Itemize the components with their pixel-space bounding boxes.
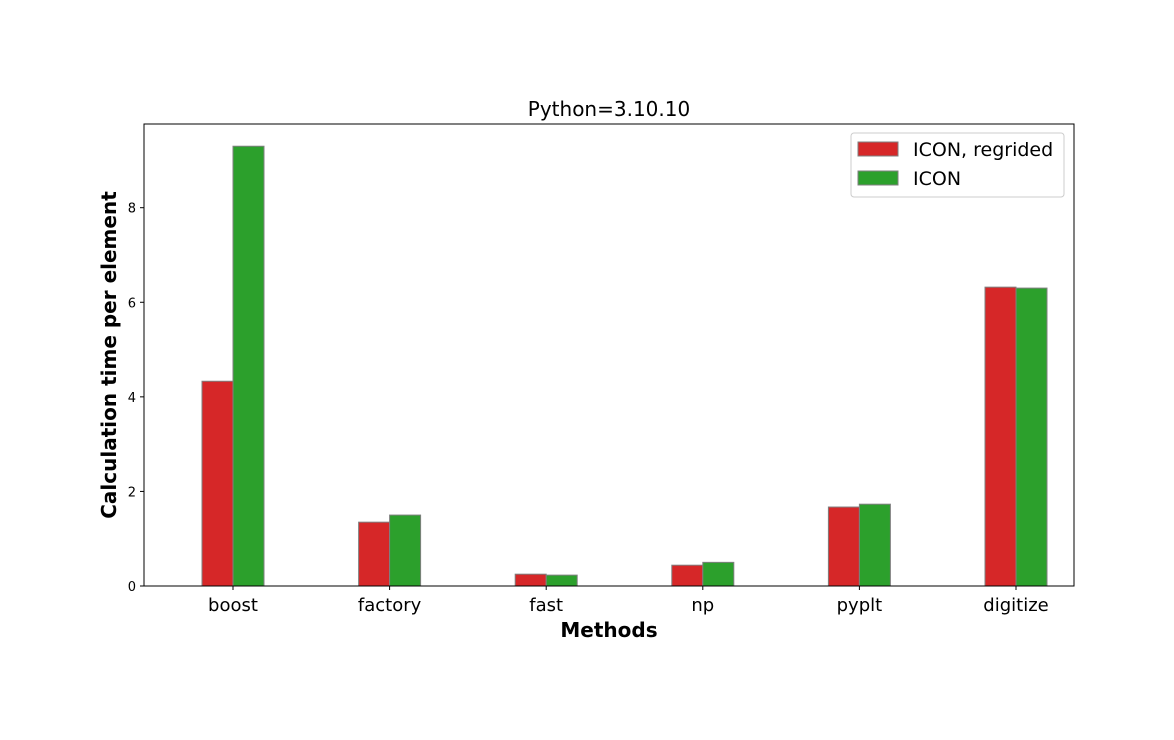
x-axis: boost factory fast np pyplt digitize: [208, 586, 1049, 616]
bars-group: [201, 145, 1048, 587]
legend-label-icon-regrided: ICON, regrided: [913, 139, 1053, 161]
bar-factory-icon-regrided: [358, 521, 391, 587]
x-tick-label-np: np: [691, 595, 714, 616]
y-tick-label: 8: [128, 202, 136, 217]
x-axis-label: Methods: [560, 618, 657, 642]
y-tick-label: 0: [128, 580, 136, 595]
bar-pyplt-icon-regrided: [827, 506, 860, 587]
x-tick-label-boost: boost: [208, 595, 258, 616]
y-axis: 0 2 4 6 8: [128, 202, 144, 595]
x-tick-label-fast: fast: [529, 595, 563, 616]
bar-pyplt-icon: [858, 503, 891, 587]
bar-boost-icon: [232, 145, 265, 587]
y-tick-label: 4: [128, 391, 136, 406]
y-tick-label: 2: [128, 485, 136, 500]
x-tick-label-digitize: digitize: [983, 595, 1048, 616]
legend-label-icon: ICON: [913, 168, 961, 190]
x-tick-label-factory: factory: [358, 595, 422, 616]
plot-area-frame: [143, 123, 1075, 587]
legend-swatch-icon-regrided: [857, 141, 899, 157]
chart-title: Python=3.10.10: [528, 97, 690, 121]
bar-factory-icon: [389, 514, 422, 587]
bar-fast-icon: [545, 574, 578, 587]
bar-boost-icon-regrided: [201, 380, 234, 587]
y-axis-label: Calculation time per element: [97, 191, 121, 519]
legend-swatch-icon: [857, 170, 899, 186]
y-tick-label: 6: [128, 296, 136, 311]
bar-digitize-icon: [1015, 287, 1048, 587]
legend: ICON, regrided ICON: [850, 132, 1065, 198]
bar-fast-icon-regrided: [514, 573, 547, 587]
bar-np-icon-regrided: [671, 564, 704, 587]
bar-np-icon: [702, 561, 735, 587]
bar-digitize-icon-regrided: [984, 286, 1017, 587]
x-tick-label-pyplt: pyplt: [837, 595, 883, 616]
legend-box: [850, 132, 1065, 198]
